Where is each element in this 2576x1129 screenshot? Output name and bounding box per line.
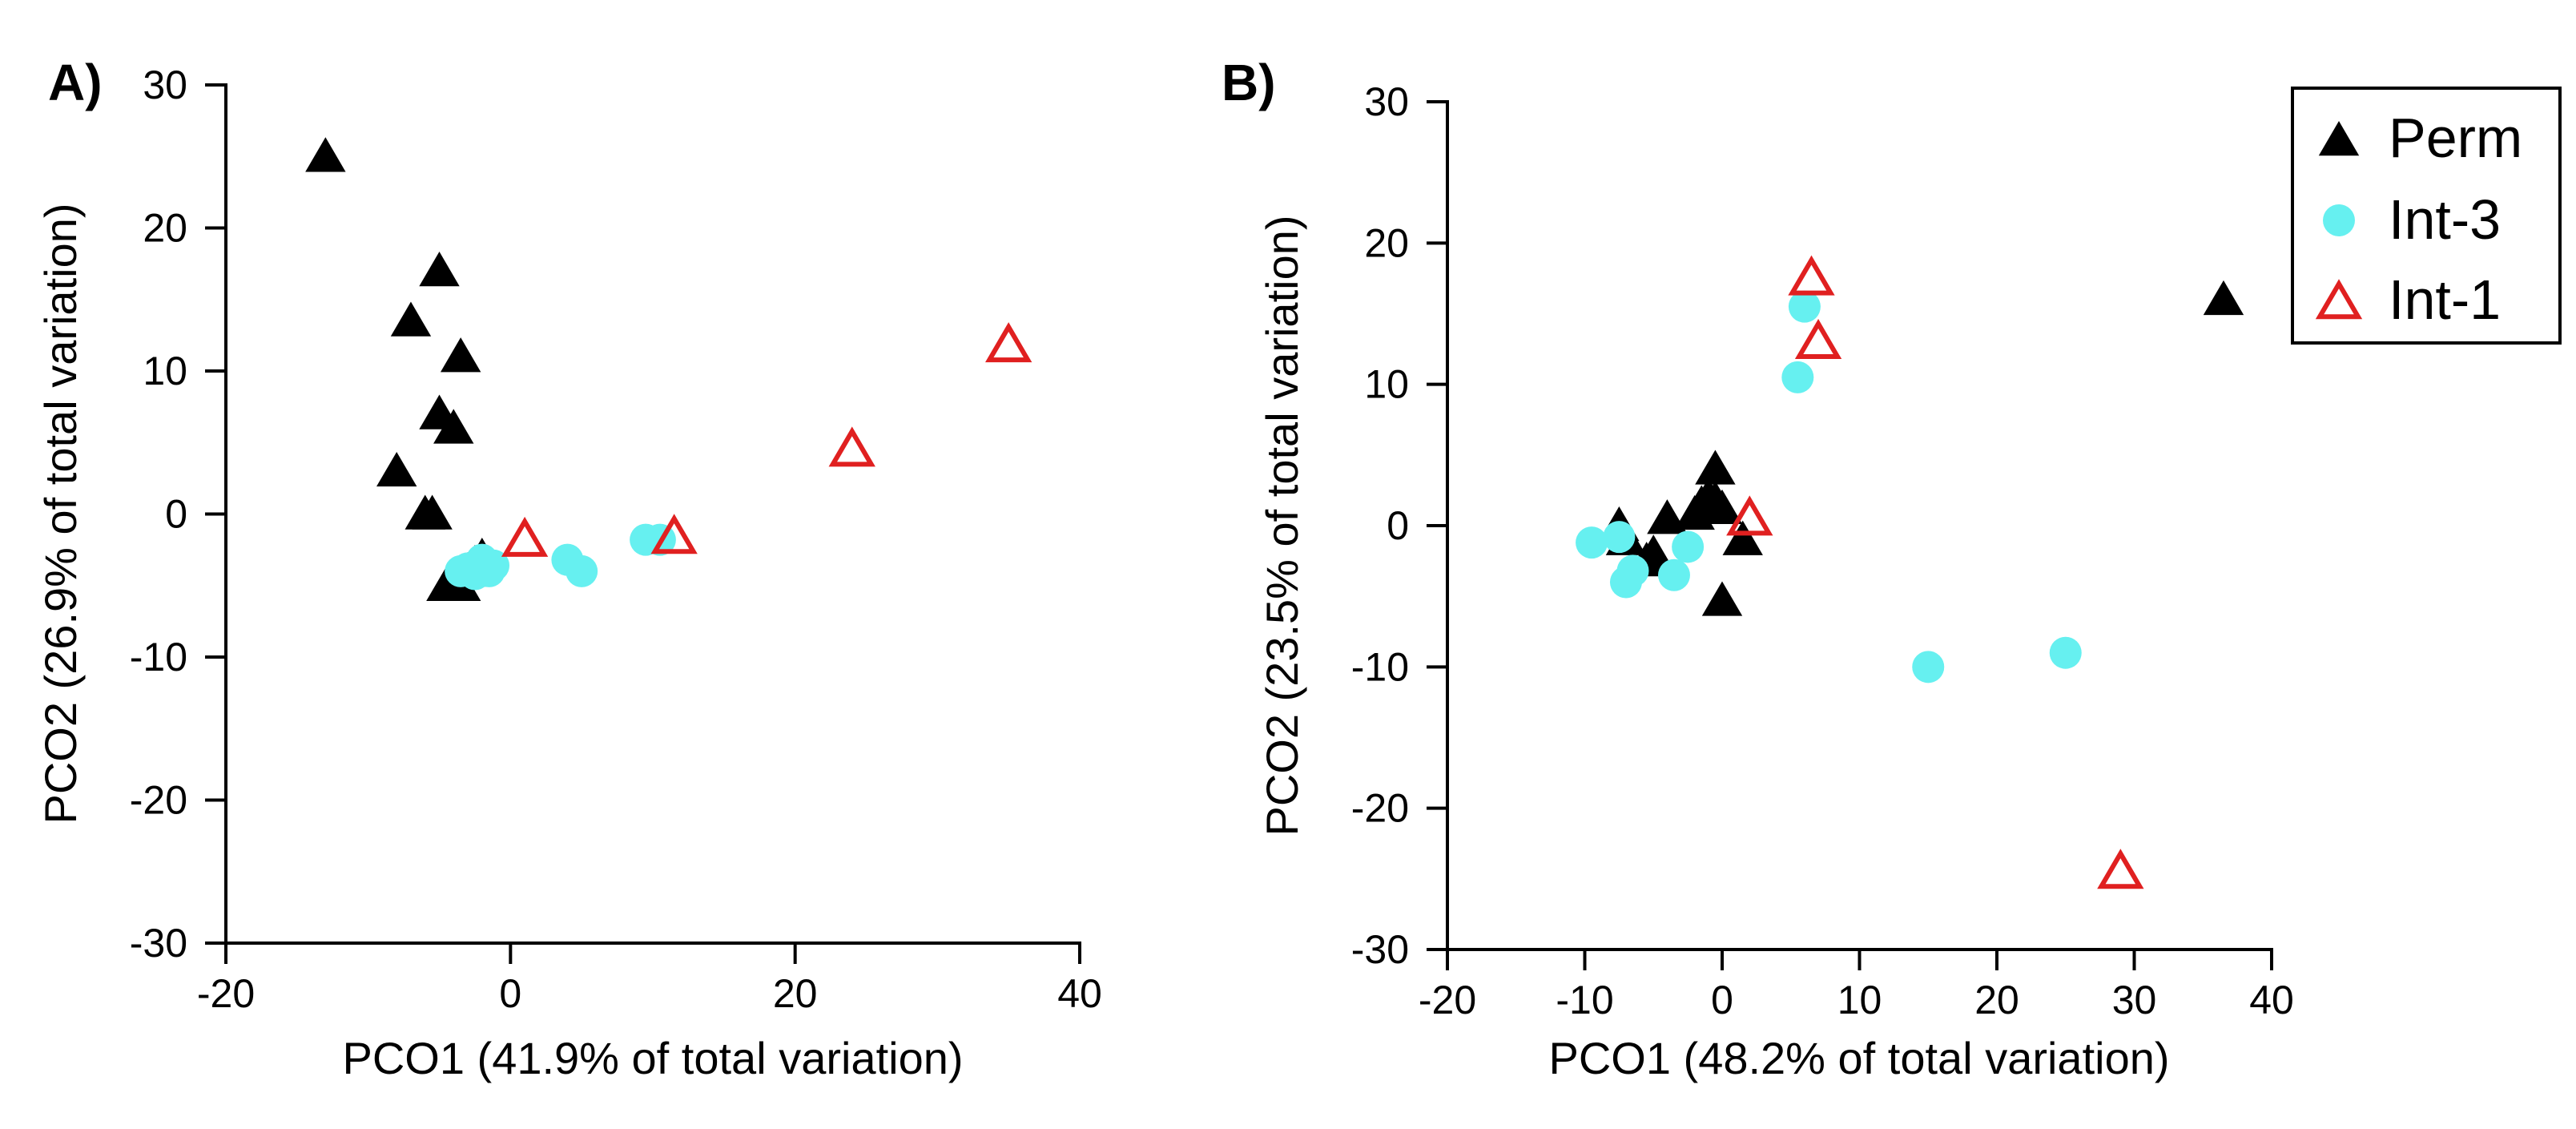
legend-marker-perm	[2318, 121, 2360, 156]
panel-a-point-int-1	[828, 426, 875, 467]
legend-label-int-3: Int-3	[2389, 188, 2501, 251]
panel-b-point-int-3	[1781, 361, 1814, 393]
panel-a-point-perm	[305, 137, 346, 172]
panel-a-y-tick-label: 10	[143, 349, 187, 393]
panel-b-point-int-1	[2097, 849, 2144, 889]
panel-a-x-tick-label: 0	[499, 971, 521, 1016]
legend-marker-int-3	[2323, 204, 2355, 236]
panel-a-point-int-1	[650, 514, 698, 554]
panel-a-point-int-3	[477, 549, 510, 582]
panel-b-y-axis-title: PCO2 (23.5% of total variation)	[1257, 215, 1307, 836]
panel-b-x-tick-label: 0	[1711, 978, 1733, 1022]
panel-b-y-tick-label: -20	[1351, 786, 1409, 831]
panel-a-x-tick-label: 40	[1057, 971, 1102, 1016]
panel-b-x-tick-label: 30	[2112, 978, 2157, 1022]
panel-b-x-tick-label: -20	[1419, 978, 1476, 1022]
legend-marker-int-1	[2315, 279, 2363, 320]
panel-b-x-tick-label: 40	[2249, 978, 2294, 1022]
panel-a-point-perm	[433, 409, 474, 444]
panel-b-point-perm	[2203, 280, 2244, 316]
panel-label-b: B)	[1222, 54, 1276, 111]
panel-b-y-tick-label: -10	[1351, 644, 1409, 689]
panel-b-y-tick-label: 0	[1387, 503, 1409, 548]
panel-b-y-tick-label: 20	[1364, 220, 1409, 265]
panel-a-point-int-1	[501, 516, 549, 557]
panel-a-point-perm	[440, 337, 481, 373]
panel-b-point-int-3	[1603, 521, 1636, 554]
panel-a-y-tick-label: -30	[130, 921, 187, 966]
panel-b-y-tick-label: 30	[1364, 79, 1409, 124]
panel-b-x-axis-title: PCO1 (48.2% of total variation)	[1548, 1033, 2169, 1083]
panel-a-x-axis-title: PCO1 (41.9% of total variation)	[342, 1033, 963, 1083]
panel-b-point-int-1	[1726, 495, 1773, 536]
panel-a-y-axis-title: PCO2 (26.9% of total variation)	[35, 203, 86, 824]
panel-a-y-tick-label: 30	[143, 62, 187, 107]
panel-a-y-tick-label: 20	[143, 206, 187, 251]
panel-b-point-perm	[1722, 520, 1763, 555]
panel-a-point-perm	[412, 494, 453, 530]
legend-markers	[2315, 121, 2363, 320]
panel-a-point-int-1	[985, 322, 1032, 363]
panel-b-point-int-3	[1672, 530, 1705, 563]
panel-b-point-perm	[1701, 581, 1743, 616]
panel-b-point-int-3	[1657, 558, 1690, 591]
panel-b-point-int-3	[2049, 636, 2082, 669]
panel-b-x-tick-label: 10	[1837, 978, 1882, 1022]
panel-a-y-tick-label: 0	[165, 492, 187, 537]
panel-b-point-int-3	[1912, 651, 1945, 683]
panel-b-point-perm	[1674, 494, 1715, 530]
panel-b-point-int-1	[1788, 255, 1835, 296]
panel-a-x-tick-label: -20	[197, 971, 255, 1016]
panel-b-point-int-3	[1788, 290, 1821, 323]
panel-b-x-tick-label: -10	[1556, 978, 1613, 1022]
panel-b-point-int-1	[1794, 319, 1842, 360]
panel-b-y-tick-label: 10	[1364, 362, 1409, 407]
legend-label-perm: Perm	[2389, 107, 2522, 169]
panel-b-point-int-3	[1576, 526, 1608, 559]
panel-a-y-tick-label: -10	[130, 635, 187, 679]
panel-b-x-tick-label: 20	[1974, 978, 2019, 1022]
panel-a-y-tick-label: -20	[130, 778, 187, 823]
panel-b-point-int-3	[1609, 566, 1642, 599]
panel-b-point-perm	[1695, 450, 1736, 485]
panel-a-points	[305, 137, 1032, 601]
panel-b-y-tick-label: -30	[1351, 927, 1409, 972]
panel-a-point-int-3	[445, 554, 477, 587]
panel-a-x-tick-label: 20	[773, 971, 818, 1016]
panel-label-a: A)	[48, 54, 103, 111]
panel-b-points	[1576, 255, 2244, 889]
panel-a-point-perm	[419, 252, 460, 287]
legend-label-int-1: Int-1	[2389, 268, 2501, 331]
panel-a-point-int-3	[566, 554, 598, 587]
panel-a-point-perm	[376, 451, 417, 487]
legend: Perm Int-3 Int-1	[2291, 87, 2562, 345]
panel-a-point-perm	[390, 301, 432, 337]
